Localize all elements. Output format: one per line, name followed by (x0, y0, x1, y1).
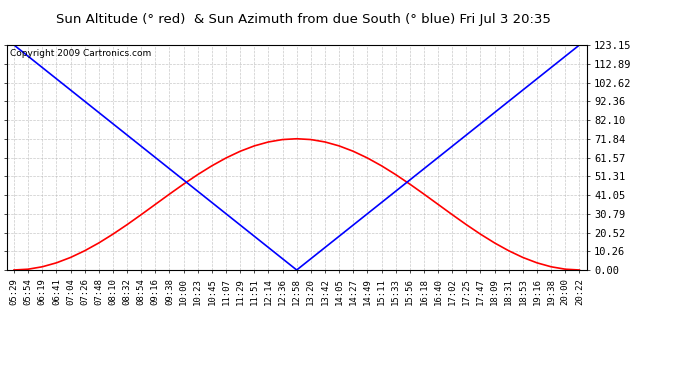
Text: Sun Altitude (° red)  & Sun Azimuth from due South (° blue) Fri Jul 3 20:35: Sun Altitude (° red) & Sun Azimuth from … (56, 13, 551, 26)
Text: Copyright 2009 Cartronics.com: Copyright 2009 Cartronics.com (10, 50, 151, 58)
